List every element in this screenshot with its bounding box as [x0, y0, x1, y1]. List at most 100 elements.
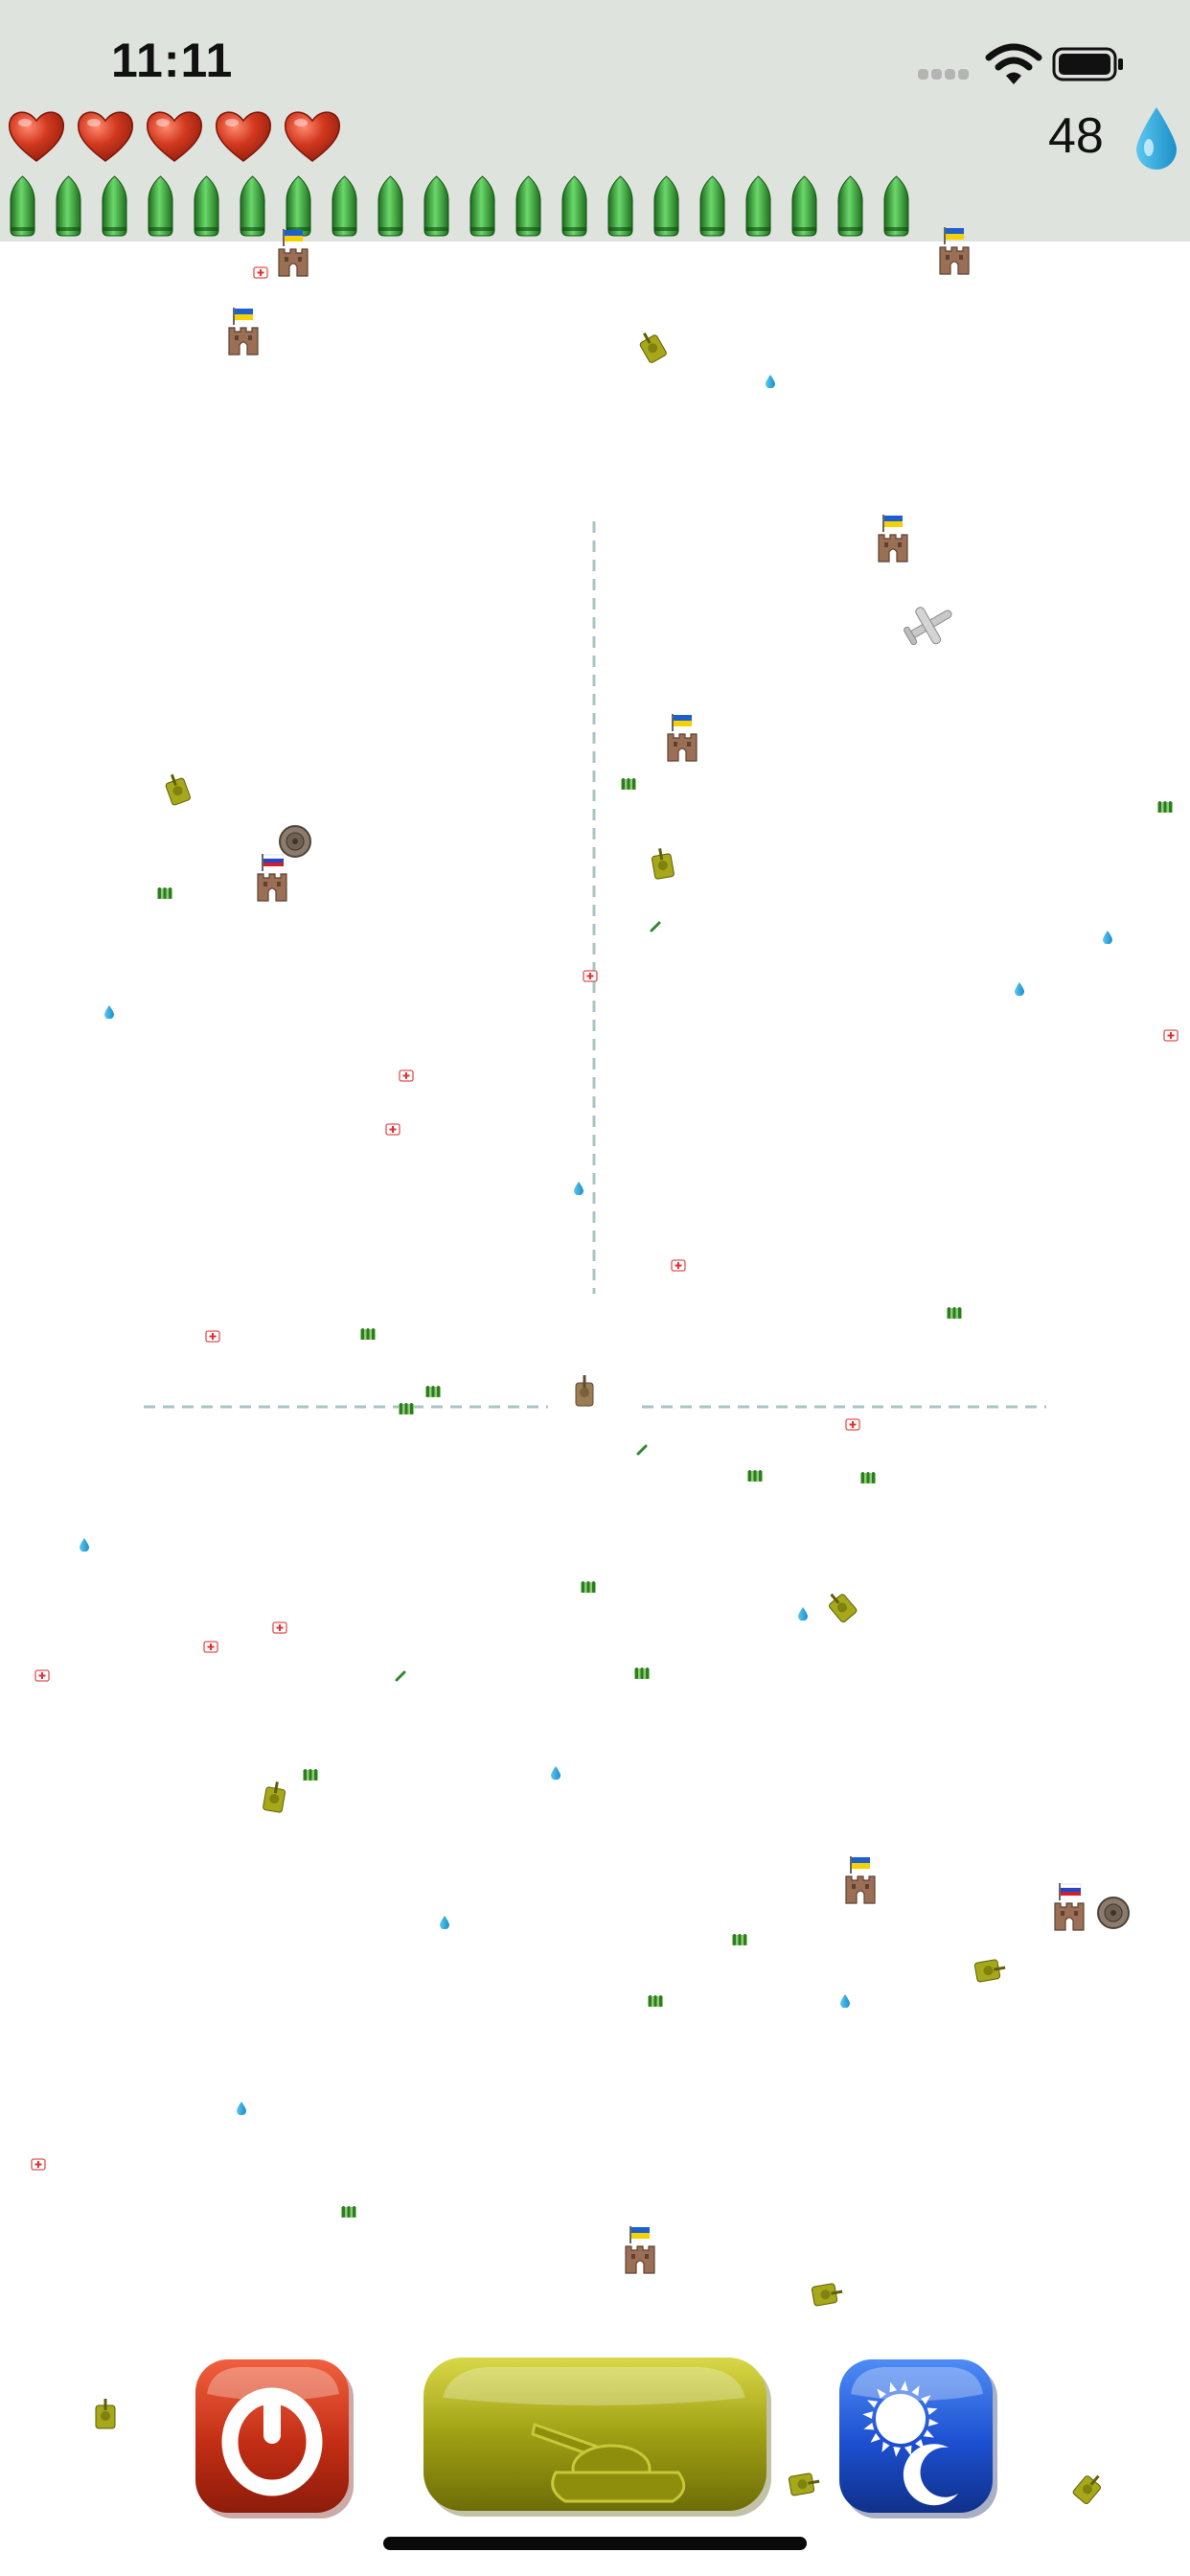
ammo-crate-icon [731, 1933, 748, 1951]
ammo-crate-icon [1156, 800, 1174, 818]
water-drop-icon [1136, 107, 1177, 170]
water-drop-icon [574, 1182, 584, 1200]
battlefield[interactable] [0, 227, 1190, 2576]
shell-icon [376, 174, 405, 238]
shell-icon [835, 174, 865, 238]
enemy-tank-icon[interactable] [1065, 2468, 1109, 2513]
heart-icon [6, 105, 67, 167]
fortress-ukraine-icon[interactable] [937, 226, 972, 281]
ammo-crate-icon [398, 1402, 415, 1420]
ammo-row [8, 174, 911, 238]
water-drop-icon [80, 1538, 89, 1556]
shell-icon [192, 174, 221, 238]
shell-icon [514, 174, 543, 238]
heart-icon [144, 105, 205, 167]
ammo-crate-icon [859, 1471, 877, 1489]
lives-row [6, 105, 343, 169]
cellular-signal-icon [918, 67, 975, 80]
medkit-icon [34, 1668, 50, 1687]
ammo-crate-icon [580, 1580, 597, 1598]
power-button[interactable] [192, 2356, 356, 2520]
ammo-crate-icon [359, 1327, 377, 1346]
enemy-tank-icon[interactable] [160, 770, 196, 815]
ammo-crate-icon [302, 1768, 319, 1786]
fortress-ukraine-icon[interactable] [843, 1855, 878, 1910]
tank-icon [423, 2358, 771, 2517]
heart-icon [75, 105, 136, 167]
fortress-ukraine-icon[interactable] [623, 2225, 657, 2280]
shell-icon [100, 174, 129, 238]
battery-icon [1052, 47, 1123, 81]
ammo-crate-icon [946, 1306, 963, 1324]
enemy-tank-icon[interactable] [633, 327, 674, 372]
shell-icon [54, 174, 83, 238]
land-mine-icon[interactable] [278, 824, 312, 863]
ammo-crate-icon [647, 1994, 664, 2012]
shell-icon [790, 174, 819, 238]
water-drop-icon [237, 2102, 246, 2120]
shell-icon [560, 174, 589, 238]
shell-icon [422, 174, 451, 238]
fortress-ukraine-icon[interactable] [876, 514, 910, 568]
shell-icon [698, 174, 727, 238]
home-indicator[interactable] [383, 2537, 807, 2550]
medkit-icon [272, 1621, 287, 1639]
medkit-icon [399, 1069, 414, 1087]
status-time: 11:11 [111, 34, 234, 87]
fire-tank-button[interactable] [422, 2356, 772, 2520]
ammo-crate-icon [620, 777, 637, 795]
enemy-tank-icon[interactable] [259, 1780, 289, 1821]
enemy-tank-icon[interactable] [781, 2469, 822, 2499]
shell-icon [146, 174, 175, 238]
water-drop-icon [1103, 931, 1112, 949]
water-drop-icon [104, 1005, 114, 1024]
water-drop-icon [440, 1916, 449, 1934]
ammo-crate-icon [156, 886, 173, 905]
medkit-icon [253, 265, 268, 284]
shell-projectile-icon [395, 1669, 406, 1687]
medkit-icon [385, 1122, 400, 1140]
shell-icon [881, 174, 911, 238]
fortress-russia-icon[interactable] [255, 853, 289, 908]
ammo-crate-icon [340, 2205, 357, 2223]
night-mode-button[interactable] [835, 2356, 1000, 2520]
medkit-icon [671, 1258, 686, 1276]
water-drop-icon [1015, 982, 1024, 1000]
shell-projectile-icon [636, 1443, 648, 1460]
shell-icon [238, 174, 267, 238]
shell-icon [468, 174, 497, 238]
shell-icon [606, 174, 635, 238]
heart-icon [282, 105, 343, 167]
shell-projectile-icon [650, 920, 661, 937]
medkit-icon [31, 2157, 46, 2175]
water-drop-icon [840, 1994, 850, 2012]
game-hud: 11:11 48 [0, 0, 1190, 242]
fortress-russia-icon[interactable] [1052, 1882, 1087, 1937]
player-tank-icon [573, 1375, 596, 1413]
power-icon [195, 2359, 354, 2518]
enemy-tank-icon[interactable] [93, 2399, 118, 2436]
medkit-icon [1163, 1028, 1179, 1046]
sun-moon-icon [839, 2359, 997, 2518]
fortress-ukraine-icon[interactable] [665, 713, 699, 768]
heart-icon [213, 105, 274, 167]
fortress-ukraine-icon[interactable] [276, 228, 310, 283]
enemy-tank-icon[interactable] [648, 846, 678, 887]
enemy-plane-icon[interactable] [901, 601, 958, 654]
shell-icon [652, 174, 681, 238]
fortress-ukraine-icon[interactable] [226, 307, 261, 361]
enemy-tank-icon[interactable] [967, 1955, 1008, 1986]
medkit-icon [583, 969, 598, 987]
enemy-tank-icon[interactable] [804, 2279, 845, 2310]
shell-icon [744, 174, 773, 238]
medkit-icon [205, 1329, 220, 1347]
water-drop-icon [766, 375, 775, 393]
enemy-tank-icon[interactable] [822, 1586, 865, 1631]
land-mine-icon[interactable] [1096, 1896, 1131, 1935]
shell-icon [8, 174, 37, 238]
water-drop-icon [551, 1766, 561, 1784]
medkit-icon [845, 1417, 860, 1436]
medkit-icon [203, 1640, 218, 1658]
water-drop-icon [798, 1607, 808, 1625]
ammo-crate-icon [746, 1469, 764, 1487]
